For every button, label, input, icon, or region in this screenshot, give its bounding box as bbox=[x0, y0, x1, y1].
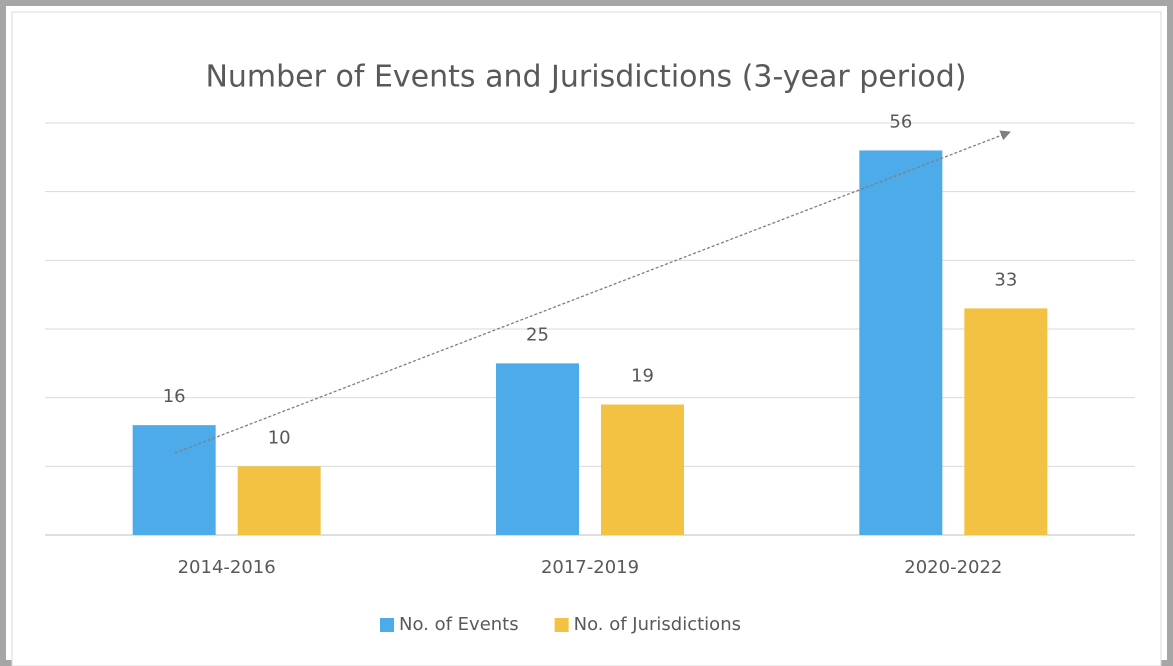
legend-label: No. of Events bbox=[399, 614, 519, 635]
bar bbox=[859, 150, 943, 535]
legend-label: No. of Jurisdictions bbox=[574, 614, 741, 635]
value-label: 19 bbox=[631, 366, 654, 387]
trend-arrow bbox=[174, 130, 1011, 454]
value-label: 25 bbox=[526, 324, 549, 345]
bar bbox=[601, 404, 684, 535]
bar bbox=[496, 363, 579, 535]
x-tick-label: 2017-2019 bbox=[541, 557, 639, 578]
grid bbox=[45, 122, 1135, 536]
value-label: 10 bbox=[268, 427, 291, 448]
value-label: 56 bbox=[889, 111, 912, 132]
bar bbox=[132, 425, 216, 535]
x-tick-label: 2014-2016 bbox=[178, 557, 276, 578]
chart-title: Number of Events and Jurisdictions (3-ye… bbox=[205, 60, 966, 95]
bar bbox=[964, 308, 1048, 535]
x-tick-label: 2020-2022 bbox=[904, 557, 1002, 578]
value-label: 33 bbox=[994, 269, 1017, 290]
bar bbox=[237, 466, 321, 535]
legend-swatch bbox=[554, 618, 569, 632]
legend-swatch bbox=[380, 618, 394, 632]
value-label: 16 bbox=[163, 386, 186, 407]
legend: No. of Events No. of Jurisdictions bbox=[380, 614, 741, 635]
bars: 2014-2016 16 10 2017-2019 25 19 2020-2022 56 33 bbox=[132, 111, 1048, 578]
